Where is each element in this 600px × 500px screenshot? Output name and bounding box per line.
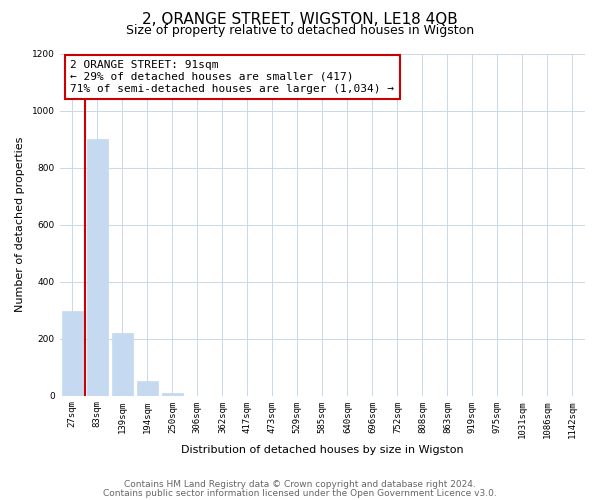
- Bar: [137, 382, 158, 396]
- Bar: [112, 333, 133, 396]
- Y-axis label: Number of detached properties: Number of detached properties: [15, 137, 25, 312]
- Bar: [86, 139, 108, 396]
- Text: 2 ORANGE STREET: 91sqm
← 29% of detached houses are smaller (417)
71% of semi-de: 2 ORANGE STREET: 91sqm ← 29% of detached…: [70, 60, 394, 94]
- X-axis label: Distribution of detached houses by size in Wigston: Distribution of detached houses by size …: [181, 445, 464, 455]
- Text: Contains public sector information licensed under the Open Government Licence v3: Contains public sector information licen…: [103, 490, 497, 498]
- Text: 2, ORANGE STREET, WIGSTON, LE18 4QB: 2, ORANGE STREET, WIGSTON, LE18 4QB: [142, 12, 458, 28]
- Bar: [62, 312, 83, 396]
- Bar: [162, 392, 183, 396]
- Text: Contains HM Land Registry data © Crown copyright and database right 2024.: Contains HM Land Registry data © Crown c…: [124, 480, 476, 489]
- Text: Size of property relative to detached houses in Wigston: Size of property relative to detached ho…: [126, 24, 474, 37]
